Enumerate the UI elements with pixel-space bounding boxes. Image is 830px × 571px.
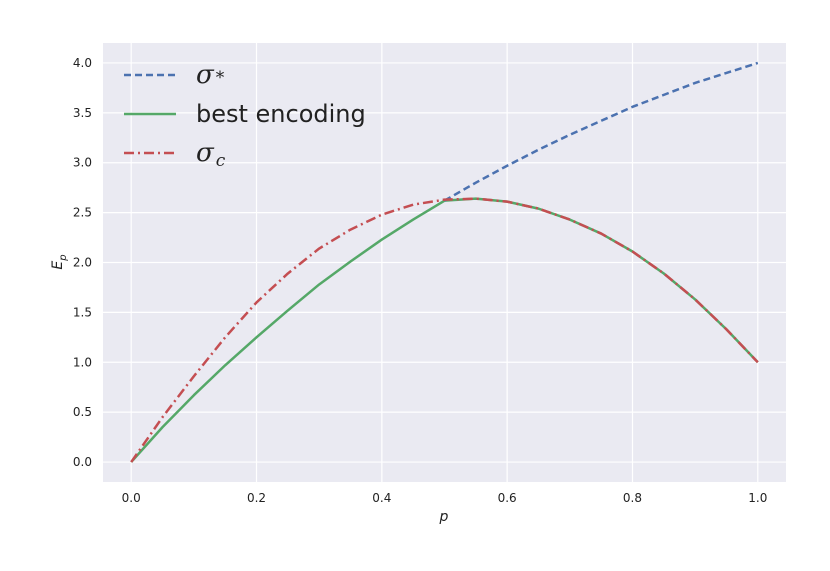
legend-label-sub: * xyxy=(216,68,225,88)
y-tick-label: 3.0 xyxy=(73,156,92,170)
legend-label-1: best encoding xyxy=(196,100,366,128)
y-axis-label-main: E xyxy=(50,261,66,270)
y-tick-label: 0.0 xyxy=(73,455,92,469)
y-tick-label: 2.5 xyxy=(73,206,92,220)
grid-lines xyxy=(103,43,786,482)
y-tick-label: 1.0 xyxy=(73,355,92,369)
series-layer xyxy=(130,61,759,463)
legend-label-sub: c xyxy=(216,151,226,171)
x-axis-label: p xyxy=(439,509,449,525)
y-tick-label: 3.5 xyxy=(73,106,92,120)
legend-label-main: σ xyxy=(196,60,215,90)
series-line-0 xyxy=(443,61,759,202)
x-tick-label: 1.0 xyxy=(748,491,767,505)
legend-label-0: σ * xyxy=(196,60,225,90)
y-axis-label: Ep xyxy=(50,254,69,269)
series-line-2 xyxy=(130,197,759,463)
legend-label-main: best encoding xyxy=(196,100,366,128)
y-tick-label: 2.0 xyxy=(73,256,92,270)
x-tick-label: 0.0 xyxy=(122,491,141,505)
y-axis-label-sub: p xyxy=(58,254,69,261)
x-tick-label: 0.2 xyxy=(247,491,266,505)
legend-label-main: σ xyxy=(196,138,215,168)
y-tick-label: 4.0 xyxy=(73,56,92,70)
x-tick-label: 0.4 xyxy=(372,491,391,505)
x-tick-label: 0.8 xyxy=(623,491,642,505)
x-tick-label: 0.6 xyxy=(498,491,517,505)
y-tick-label: 0.5 xyxy=(73,405,92,419)
y-tick-labels: 0.0 0.5 1.0 1.5 2.0 2.5 3.0 3.5 4.0 xyxy=(73,56,92,469)
x-tick-labels: 0.0 0.2 0.4 0.6 0.8 1.0 xyxy=(122,491,768,505)
y-tick-label: 1.5 xyxy=(73,305,92,319)
